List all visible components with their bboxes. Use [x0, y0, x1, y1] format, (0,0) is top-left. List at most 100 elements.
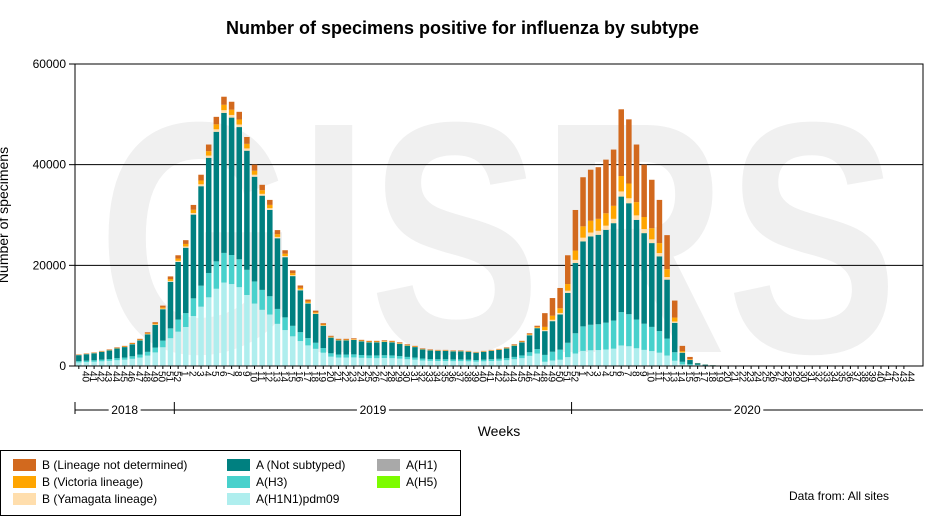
- bar-segment: [572, 209, 579, 251]
- x-tick-label: 11: [652, 371, 663, 382]
- bar-stack: [664, 235, 670, 366]
- bar-stack: [396, 342, 403, 366]
- bar-segment: [687, 364, 693, 366]
- bar-segment: [656, 256, 663, 332]
- bar-segment: [221, 104, 227, 111]
- bar-stack: [106, 349, 113, 366]
- bar-segment: [312, 313, 319, 343]
- legend-item-a-h1: A(H1): [377, 458, 437, 472]
- x-tick-label: 22: [339, 371, 350, 383]
- bar-segment: [679, 364, 686, 366]
- bar-segment: [251, 170, 258, 175]
- bar-stack: [488, 349, 495, 366]
- x-tick-label: 37: [851, 371, 862, 383]
- bar-segment: [671, 360, 678, 366]
- bar-segment: [137, 338, 143, 340]
- x-tick-label: 5: [209, 371, 220, 377]
- bar-segment: [557, 312, 563, 315]
- bar-segment: [358, 341, 365, 356]
- bar-segment: [435, 361, 441, 366]
- bar-segment: [351, 357, 357, 366]
- bar-segment: [587, 169, 594, 221]
- y-tick-label: 40000: [33, 158, 67, 172]
- bar-stack: [496, 348, 502, 366]
- bar-segment: [626, 183, 632, 199]
- bar-segment: [76, 361, 82, 363]
- bar-segment: [129, 358, 136, 366]
- x-tick-label: 45: [515, 371, 526, 383]
- x-tick-label: 6: [614, 371, 625, 377]
- bar-segment: [595, 230, 602, 235]
- bar-segment: [694, 363, 701, 365]
- bar-segment: [205, 272, 212, 298]
- bar-segment: [167, 279, 174, 281]
- bar-segment: [358, 355, 365, 358]
- bar-segment: [335, 357, 342, 366]
- bar-segment: [236, 124, 242, 128]
- legend-swatch: [227, 476, 250, 488]
- bar-segment: [366, 340, 372, 342]
- bar-segment: [381, 341, 388, 342]
- bar-segment: [244, 148, 250, 151]
- bar-segment: [366, 341, 372, 343]
- bar-stack: [228, 101, 235, 366]
- bar-segment: [351, 354, 357, 358]
- bar-segment: [526, 335, 533, 353]
- bar-segment: [549, 321, 556, 352]
- bar-stack: [259, 184, 265, 366]
- bar-stack: [389, 340, 395, 366]
- bar-segment: [320, 348, 327, 353]
- y-tick-label: 20000: [33, 258, 67, 272]
- bar-segment: [511, 356, 518, 360]
- bar-stack: [649, 179, 655, 366]
- bar-segment: [572, 259, 579, 264]
- bar-segment: [519, 340, 525, 342]
- x-tick-label: 32: [813, 371, 824, 383]
- bar-segment: [687, 356, 693, 360]
- bar-segment: [259, 190, 265, 194]
- x-tick-label: 29: [393, 371, 404, 383]
- bar-segment: [343, 357, 349, 366]
- bar-segment: [580, 241, 586, 327]
- x-tick-label: 27: [775, 371, 786, 383]
- bar-segment: [671, 317, 678, 322]
- bar-segment: [374, 342, 380, 356]
- bar-segment: [618, 109, 624, 177]
- bar-segment: [603, 159, 609, 214]
- bar-segment: [83, 362, 90, 366]
- x-tick-label: 19: [713, 371, 724, 383]
- bar-segment: [76, 355, 82, 362]
- bar-segment: [381, 358, 388, 366]
- bar-segment: [251, 303, 258, 366]
- bar-segment: [404, 344, 411, 346]
- chart-title: Number of specimens positive for influen…: [225, 18, 700, 38]
- bar-segment: [595, 324, 602, 351]
- bar-segment: [618, 312, 624, 346]
- bar-segment: [381, 355, 388, 359]
- bar-segment: [412, 357, 418, 360]
- bar-segment: [76, 362, 82, 366]
- bar-segment: [358, 357, 365, 366]
- bar-segment: [511, 345, 518, 357]
- bar-segment: [137, 339, 143, 341]
- bar-segment: [557, 349, 563, 360]
- bar-segment: [91, 353, 97, 361]
- bar-segment: [603, 225, 609, 230]
- x-tick-label: 10: [645, 371, 656, 383]
- bar-segment: [641, 229, 647, 234]
- bar-stack: [480, 350, 487, 366]
- bar-segment: [618, 345, 624, 366]
- bar-stack: [221, 96, 227, 366]
- bar-segment: [557, 308, 563, 313]
- bar-stack: [213, 116, 220, 366]
- bar-segment: [305, 299, 311, 302]
- bar-segment: [366, 342, 372, 356]
- x-tick-label: 42: [492, 371, 503, 383]
- legend-item-b-victoria: B (Victoria lineage): [13, 475, 143, 489]
- x-tick-label: 18: [706, 371, 717, 383]
- bar-segment: [160, 347, 166, 366]
- bar-segment: [167, 276, 174, 280]
- bar-segment: [282, 253, 288, 257]
- legend: B (Lineage not determined) A (Not subtyp…: [0, 450, 461, 516]
- bar-stack: [671, 300, 678, 366]
